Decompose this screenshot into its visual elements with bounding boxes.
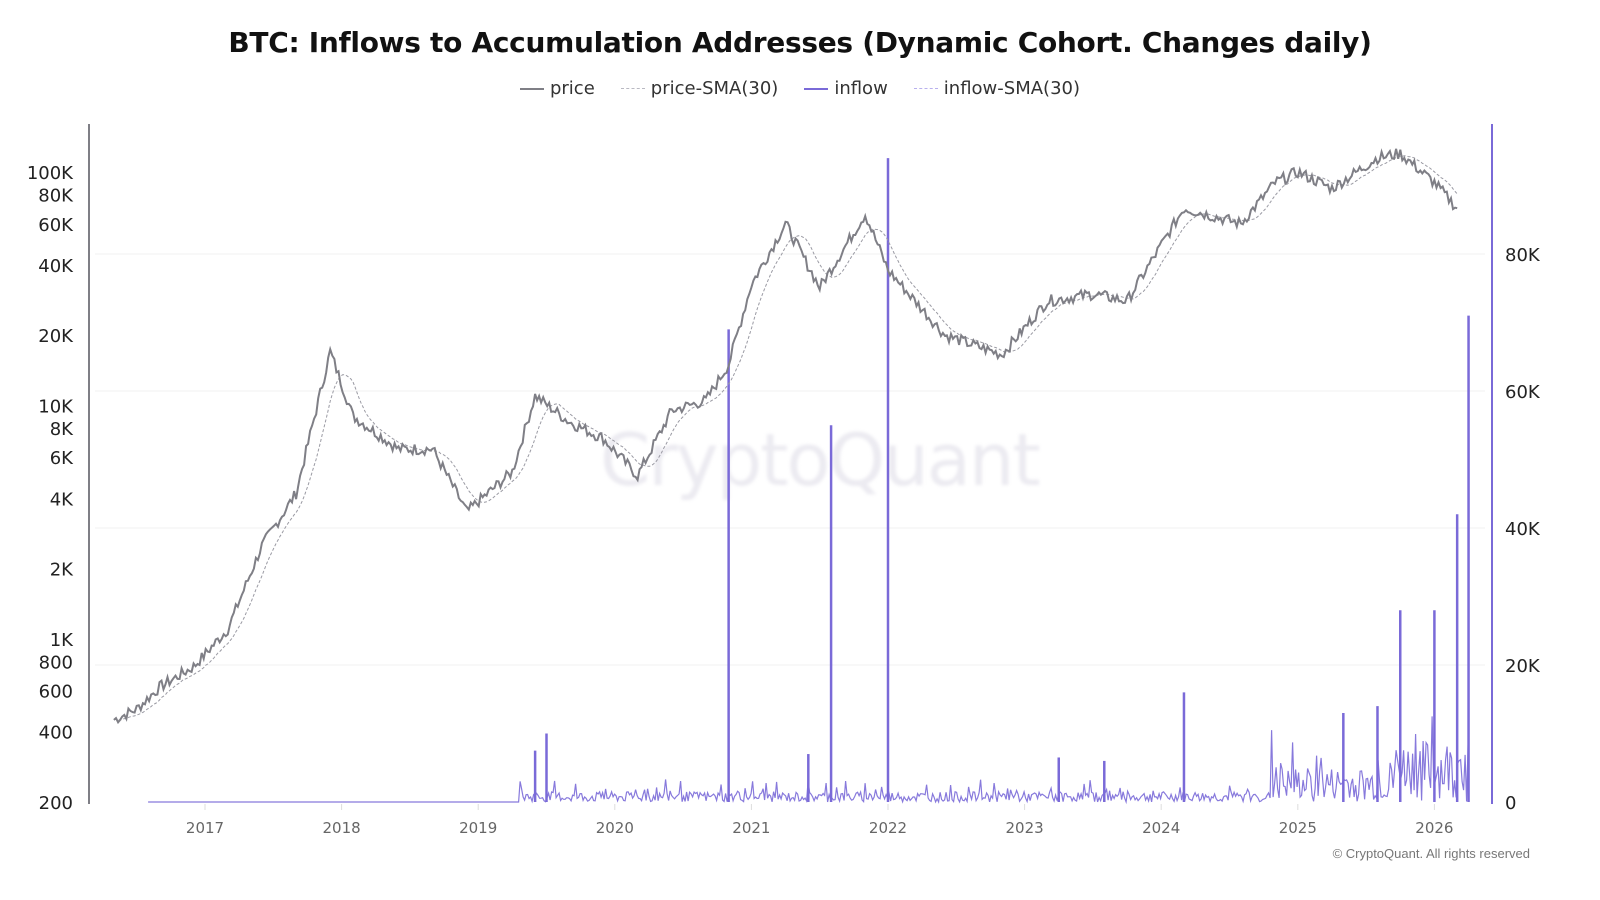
svg-text:2020: 2020 <box>596 819 634 837</box>
svg-text:4K: 4K <box>50 489 74 510</box>
dashed-line-swatch-icon <box>620 88 645 89</box>
svg-text:80K: 80K <box>1505 245 1541 266</box>
legend-label: inflow-SMA(30) <box>943 78 1080 99</box>
legend-item-price-sma[interactable]: price-SMA(30) <box>620 78 779 99</box>
legend-label: inflow <box>834 78 888 99</box>
y-axis-right: 0 20K 40K 60K 80K <box>1505 245 1541 814</box>
line-swatch-icon <box>804 87 829 90</box>
svg-text:2021: 2021 <box>732 819 770 837</box>
svg-text:80K: 80K <box>38 186 74 207</box>
svg-text:0: 0 <box>1505 793 1516 814</box>
svg-text:2019: 2019 <box>459 819 497 837</box>
svg-text:60K: 60K <box>38 215 74 236</box>
svg-text:200: 200 <box>39 793 73 814</box>
svg-text:2K: 2K <box>50 560 74 581</box>
svg-text:20K: 20K <box>38 326 74 347</box>
svg-text:60K: 60K <box>1505 382 1541 403</box>
inflow-series <box>148 158 1470 805</box>
svg-text:2017: 2017 <box>186 819 224 837</box>
legend-item-inflow-sma[interactable]: inflow-SMA(30) <box>913 78 1080 99</box>
legend-item-inflow[interactable]: inflow <box>804 78 888 99</box>
svg-text:2018: 2018 <box>323 819 361 837</box>
legend-item-price[interactable]: price <box>519 78 595 99</box>
x-axis: 2017 2018 2019 2020 2021 2022 2023 2024 2025 2026 <box>186 804 1453 837</box>
svg-text:2026: 2026 <box>1415 819 1453 837</box>
svg-text:2025: 2025 <box>1279 819 1317 837</box>
legend-label: price-SMA(30) <box>650 78 779 99</box>
copyright-notice: © CryptoQuant. All rights reserved <box>1332 846 1530 861</box>
svg-text:1K: 1K <box>50 630 74 651</box>
chart-title: BTC: Inflows to Accumulation Addresses (… <box>228 26 1372 59</box>
line-swatch-icon <box>519 87 544 90</box>
chart-legend: price price-SMA(30) inflow inflow-SMA(30… <box>0 78 1600 99</box>
svg-text:2024: 2024 <box>1142 819 1180 837</box>
legend-label: price <box>549 78 595 99</box>
svg-text:40K: 40K <box>38 256 74 277</box>
svg-text:100K: 100K <box>27 163 74 184</box>
svg-text:20K: 20K <box>1505 656 1541 677</box>
svg-text:800: 800 <box>39 652 73 673</box>
watermark: CryptoQuant <box>600 418 1041 502</box>
dashed-line-swatch-icon <box>913 88 938 89</box>
gridlines <box>95 253 1485 666</box>
svg-text:2023: 2023 <box>1006 819 1044 837</box>
svg-text:40K: 40K <box>1505 519 1541 540</box>
svg-text:2022: 2022 <box>869 819 907 837</box>
svg-text:8K: 8K <box>50 419 74 440</box>
price-series <box>113 148 1458 725</box>
svg-text:10K: 10K <box>38 396 74 417</box>
svg-text:400: 400 <box>39 723 73 744</box>
svg-text:6K: 6K <box>50 448 74 469</box>
svg-text:600: 600 <box>39 682 73 703</box>
